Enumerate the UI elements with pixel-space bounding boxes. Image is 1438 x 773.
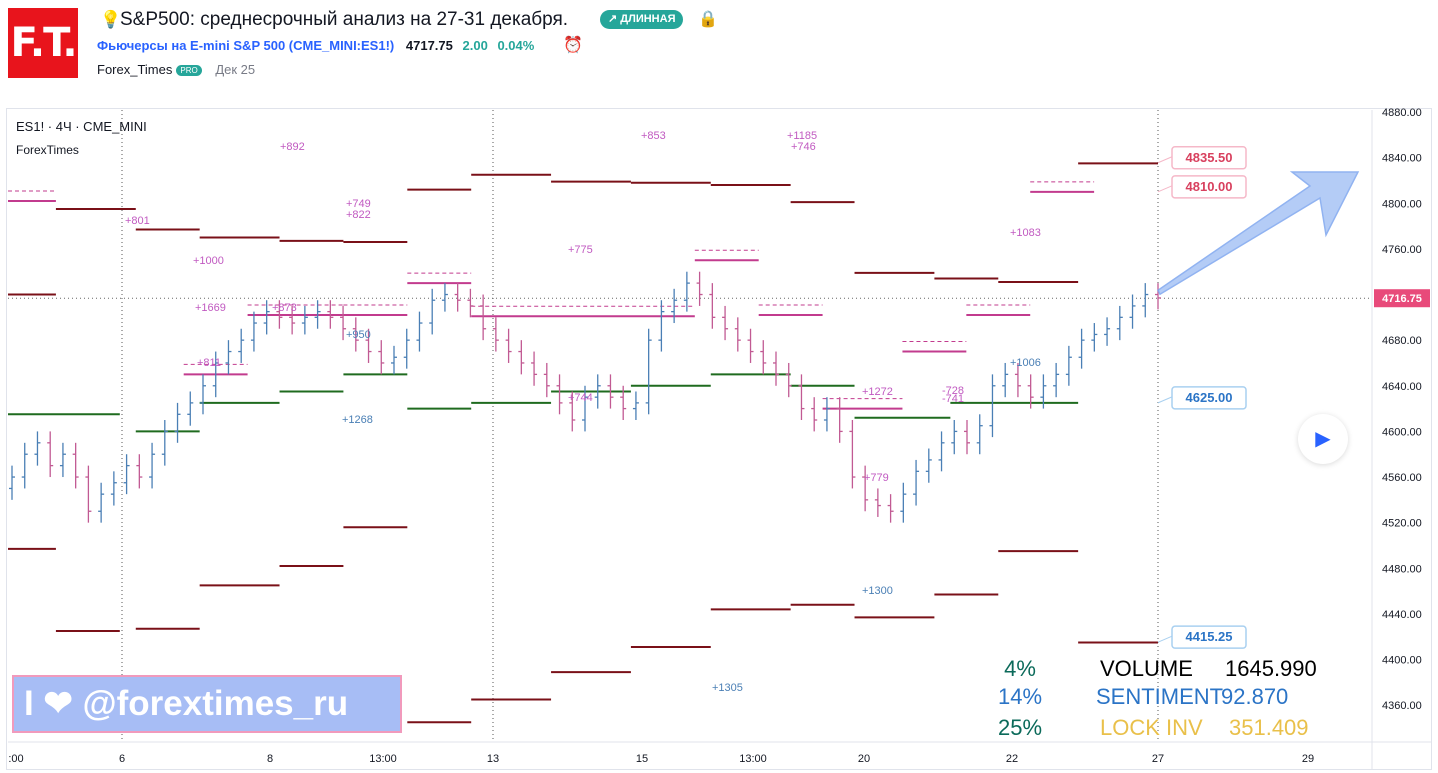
last-price-tag xyxy=(1374,289,1430,308)
volume-annotation: +822 xyxy=(346,209,371,221)
bulb-icon: 💡 xyxy=(100,10,122,29)
author-info: Forex_Times PRO Дек 25 xyxy=(97,62,255,77)
y-tick-label: 4680.00 xyxy=(1382,335,1422,347)
volume-annotation: +801 xyxy=(125,215,150,227)
y-tick-label: 4360.00 xyxy=(1382,700,1422,712)
x-tick-label: 29 xyxy=(1302,753,1314,765)
play-icon: ▶ xyxy=(1315,428,1331,450)
volume-annotation: +1669 xyxy=(195,302,226,314)
forecast-arrow xyxy=(1157,171,1360,296)
symbol-link[interactable]: Фьючерсы на E-mini S&P 500 (CME_MINI:ES1… xyxy=(97,38,395,53)
y-tick-label: 4800.00 xyxy=(1382,198,1422,210)
stat-label: LOCK INV xyxy=(1100,715,1203,740)
y-tick-label: 4880.00 xyxy=(1382,107,1422,119)
stat-value: 92.870 xyxy=(1221,684,1288,709)
x-tick-label: 13 xyxy=(487,753,499,765)
volume-annotation: +1268 xyxy=(342,414,373,426)
symbol-price: 4717.75 xyxy=(405,38,453,53)
volume-annotation: +853 xyxy=(641,130,666,142)
price-callout-box xyxy=(1171,175,1247,199)
volume-annotation: +746 xyxy=(791,141,816,153)
symbol-change-pct: 0.04% xyxy=(497,38,535,53)
volume-annotation: +1083 xyxy=(1010,227,1041,239)
y-tick-label: 4440.00 xyxy=(1382,609,1422,621)
stat-label: VOLUME xyxy=(1100,656,1193,681)
symbol-change: 2.00 xyxy=(462,38,488,53)
stat-value: 351.409 xyxy=(1229,715,1309,740)
y-tick-label: 4600.00 xyxy=(1382,426,1422,438)
volume-annotation: +1272 xyxy=(862,386,893,398)
volume-annotation: +1006 xyxy=(1010,357,1041,369)
callout-pointer xyxy=(1157,156,1173,164)
x-tick-label: 13:00 xyxy=(739,753,767,765)
y-tick-label: 4480.00 xyxy=(1382,563,1422,575)
price-callout-label: 4415.25 xyxy=(1186,629,1233,644)
x-tick-label: 27 xyxy=(1152,753,1164,765)
y-tick-label: 4840.00 xyxy=(1382,153,1422,165)
volume-annotation: +1185 xyxy=(787,130,817,142)
stat-label: SENTIMENT xyxy=(1096,684,1223,709)
volume-annotation: +1000 xyxy=(193,255,224,267)
volume-annotation: +1300 xyxy=(862,585,893,597)
stat-percent: 25% xyxy=(998,715,1042,740)
alarm-clock-icon[interactable]: ⏰ xyxy=(563,37,583,54)
volume-annotation: -728 xyxy=(942,385,964,397)
volume-annotation: +1305 xyxy=(712,682,743,694)
volume-annotation: +950 xyxy=(346,329,371,341)
x-tick-label: 13:00 xyxy=(369,753,397,765)
price-callout-box xyxy=(1171,625,1247,649)
stat-percent: 14% xyxy=(998,684,1042,709)
idea-title: S&P500: среднесрочный анализ на 27-31 де… xyxy=(120,9,569,30)
symbol-info: Фьючерсы на E-mini S&P 500 (CME_MINI:ES1… xyxy=(97,38,534,53)
x-tick-label: :00 xyxy=(8,753,23,765)
legend-indicator: ForexTimes xyxy=(16,143,79,157)
y-tick-label: 4640.00 xyxy=(1382,381,1422,393)
callout-pointer xyxy=(1157,396,1173,404)
direction-badge: ↗ ДЛИННАЯ xyxy=(600,10,684,29)
post-date: Дек 25 xyxy=(215,62,256,77)
pro-badge: PRO xyxy=(176,65,202,77)
last-price-label: 4716.75 xyxy=(1382,293,1422,305)
watermark-banner: I ❤ @forextimes_ru xyxy=(12,675,402,733)
forextimes-logo: F.T. xyxy=(8,8,78,78)
price-callout-box xyxy=(1171,386,1247,410)
author-name[interactable]: Forex_Times xyxy=(97,62,173,77)
x-tick-label: 6 xyxy=(119,753,125,765)
price-callout-box xyxy=(1171,146,1247,170)
x-tick-label: 22 xyxy=(1006,753,1018,765)
price-callout-label: 4625.00 xyxy=(1186,390,1233,405)
volume-annotation: -741 xyxy=(942,393,964,405)
stat-value: 1645.990 xyxy=(1225,656,1317,681)
volume-annotation: +744 xyxy=(568,392,593,404)
volume-annotation: +779 xyxy=(864,472,889,484)
legend-symbol: ES1! · 4Ч · CME_MINI xyxy=(16,119,147,134)
x-tick-label: 20 xyxy=(858,753,870,765)
volume-annotation: +811 xyxy=(197,357,221,369)
lock-icon: 🔒 xyxy=(698,11,718,28)
price-callout-label: 4835.50 xyxy=(1186,150,1233,165)
x-tick-label: 15 xyxy=(636,753,648,765)
stat-percent: 4% xyxy=(1004,656,1036,681)
volume-annotation: +873 xyxy=(272,302,297,314)
callout-pointer xyxy=(1157,185,1173,193)
y-tick-label: 4760.00 xyxy=(1382,244,1422,256)
play-button[interactable]: ▶ xyxy=(1298,414,1348,464)
y-tick-label: 4520.00 xyxy=(1382,518,1422,530)
volume-annotation: +892 xyxy=(280,141,305,153)
callout-pointer xyxy=(1157,635,1173,643)
x-tick-label: 8 xyxy=(267,753,273,765)
y-tick-label: 4560.00 xyxy=(1382,472,1422,484)
price-callout-label: 4810.00 xyxy=(1186,179,1233,194)
volume-annotation: +775 xyxy=(568,244,593,256)
volume-annotation: +749 xyxy=(346,198,371,210)
chart-frame xyxy=(6,108,1432,770)
y-tick-label: 4400.00 xyxy=(1382,655,1422,667)
